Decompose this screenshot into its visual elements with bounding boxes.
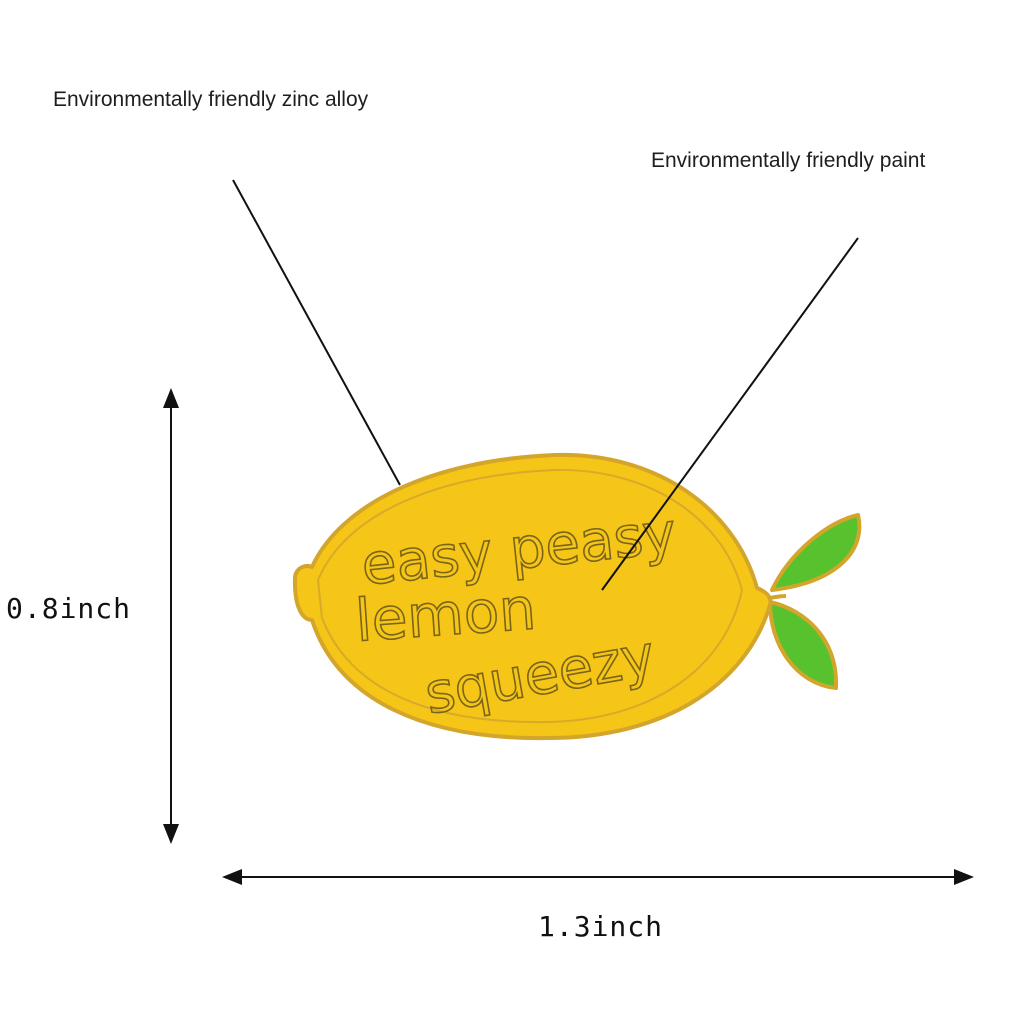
paint-callout: Environmentally friendly paint [651,149,926,172]
lettering-line-2: lemon [353,574,538,654]
zinc-alloy-callout: Environmentally friendly zinc alloy [53,88,369,111]
upper-leaf [770,513,862,592]
lower-leaf [768,600,839,690]
paint-leader-line [601,237,859,591]
lemon-inner-outline [316,468,744,724]
zinc-alloy-leader-line [232,179,401,486]
width-dimension-label: 1.3inch [538,910,664,943]
height-dimension-label: 0.8inch [6,592,132,625]
lemon-body [292,452,773,741]
